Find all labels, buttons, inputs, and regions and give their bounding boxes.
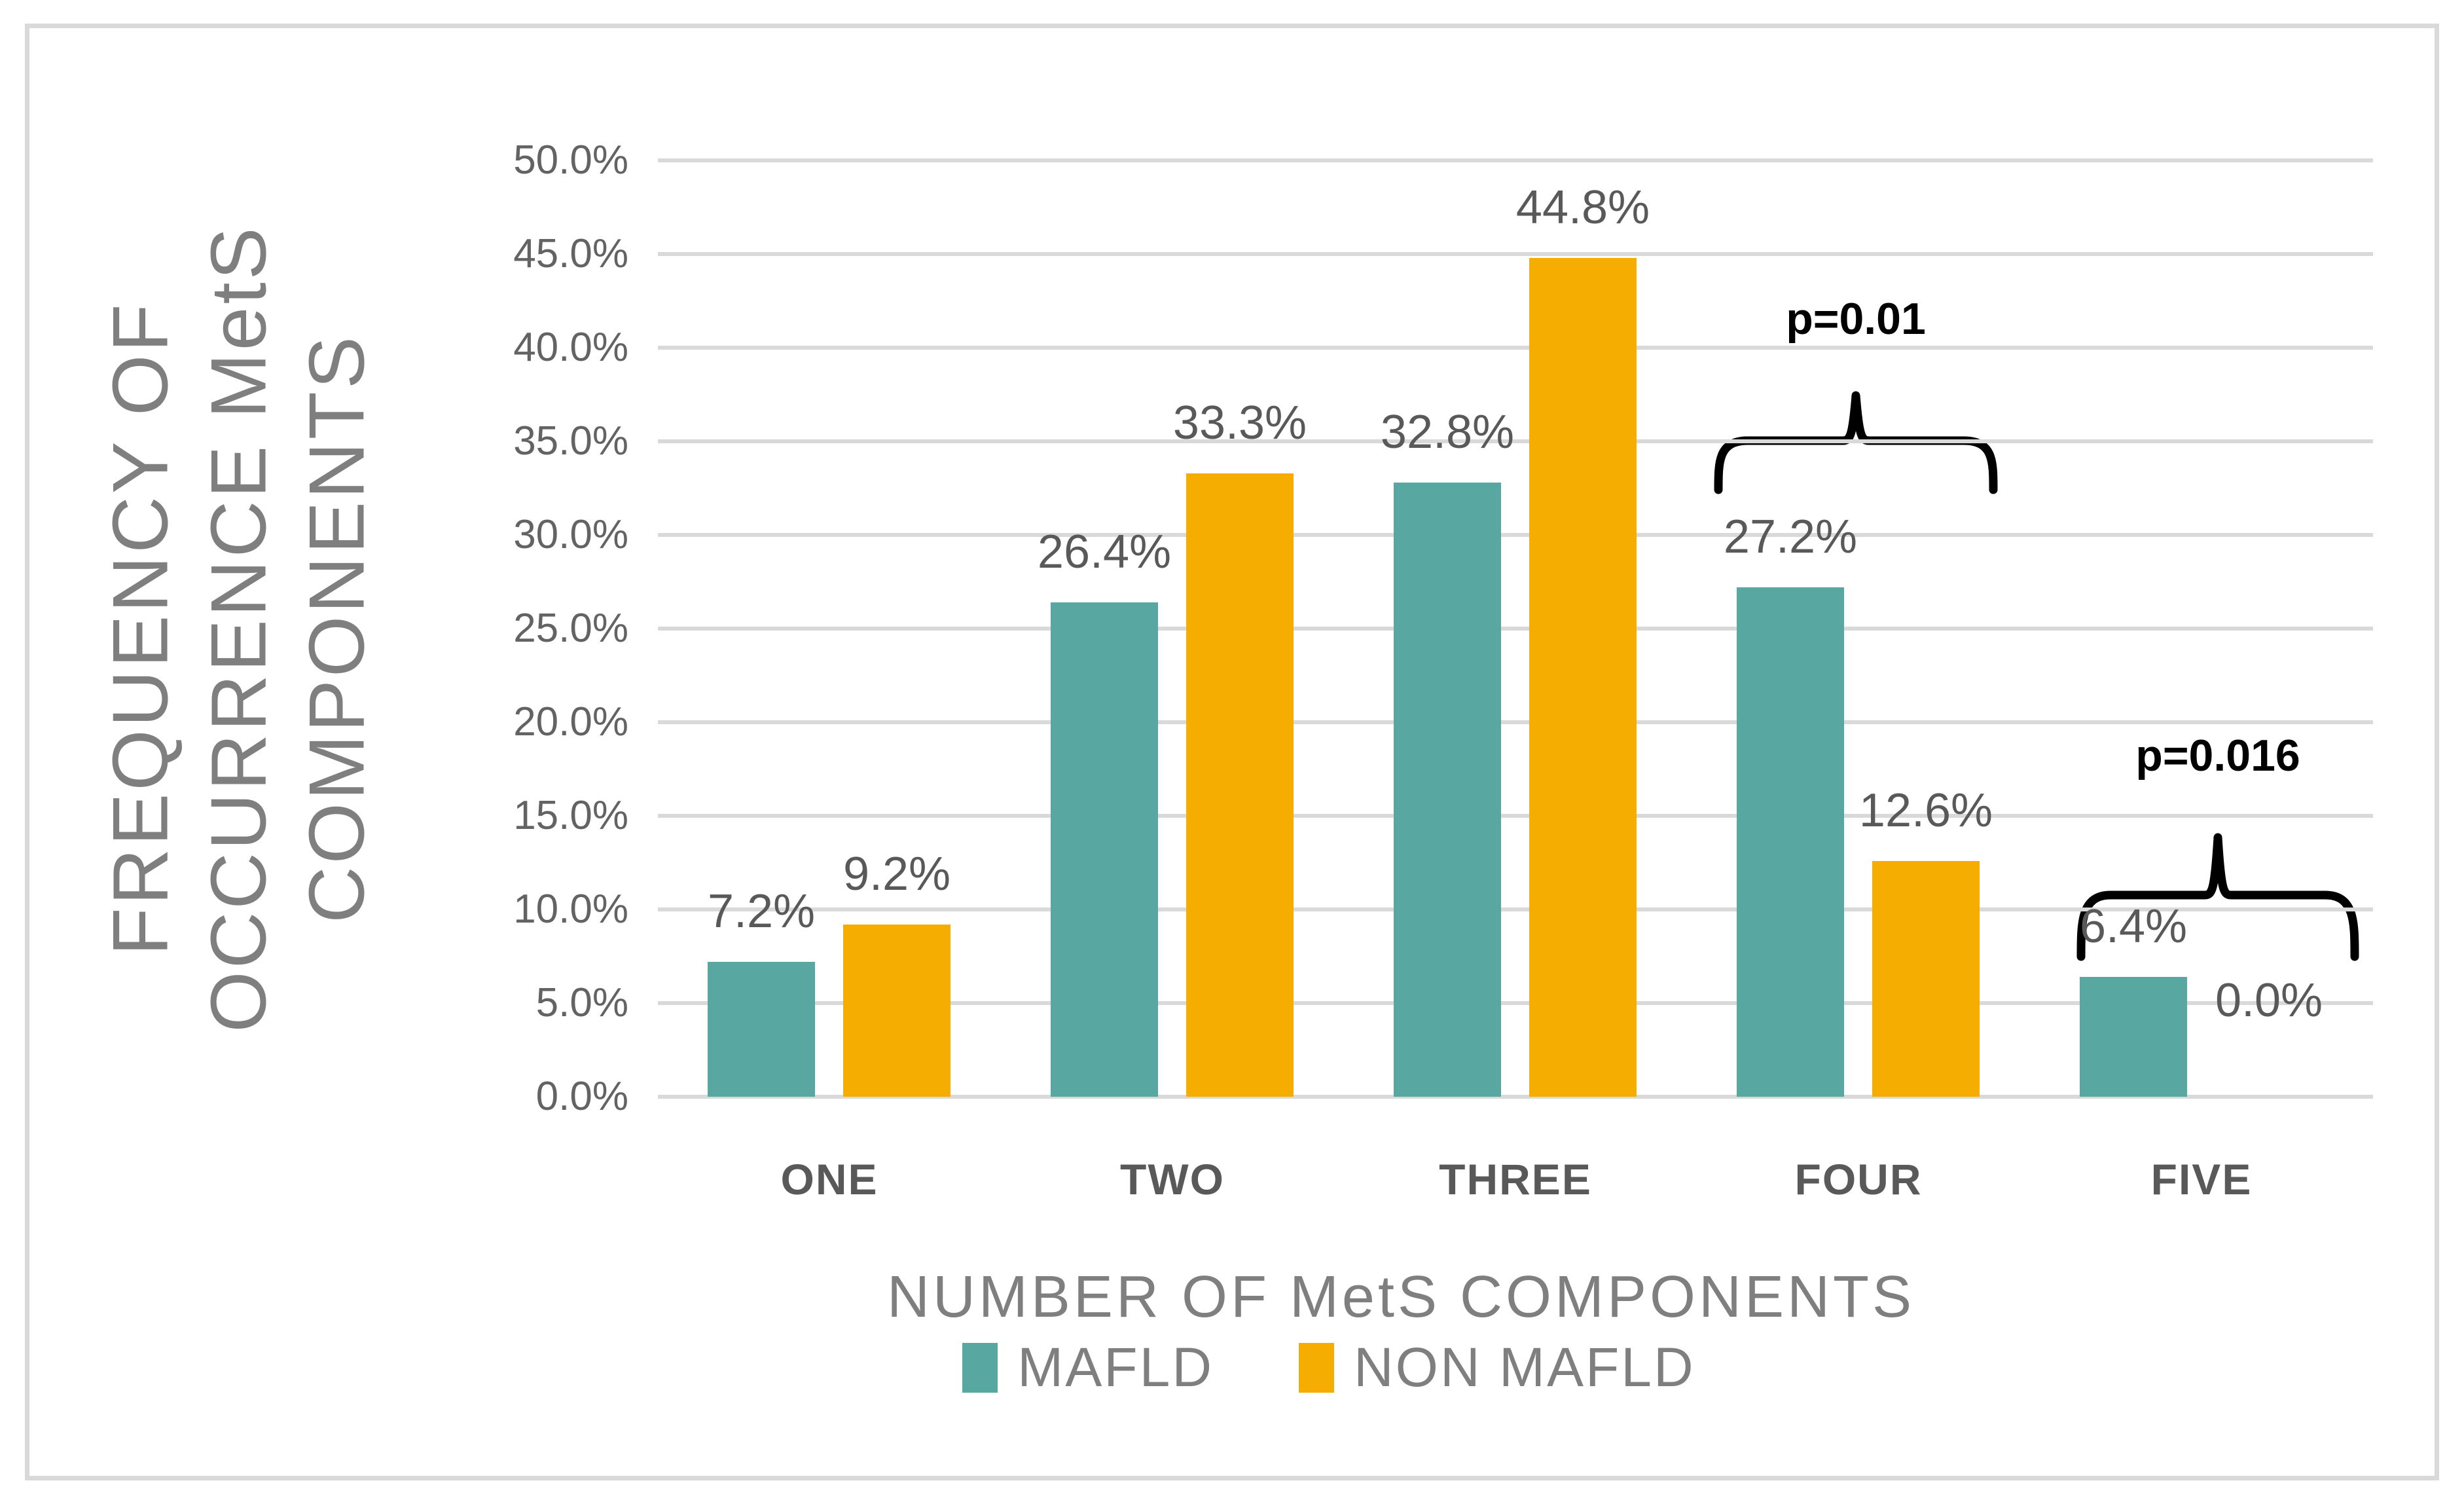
y-axis-tick-label: 35.0% <box>513 418 628 464</box>
y-axis-title-line-2: OCCURRENCE MetS <box>195 225 283 1033</box>
gridline <box>658 346 2373 350</box>
data-label: 32.8% <box>1380 405 1515 458</box>
y-axis-tick-label: 5.0% <box>535 980 628 1025</box>
legend: MAFLD NON MAFLD <box>471 1336 2186 1399</box>
data-label: 12.6% <box>1858 784 1993 837</box>
bar-non-mafld-one <box>843 924 951 1097</box>
data-label: 27.2% <box>1723 511 1858 564</box>
gridline <box>658 533 2373 537</box>
y-axis-title-text: FREQUENCY OF OCCURRENCE MetS COMPONENTS <box>92 225 386 1032</box>
gridline <box>658 627 2373 631</box>
y-axis-title-line-1: FREQUENCY OF <box>97 301 185 956</box>
gridline <box>658 720 2373 724</box>
p-value-label: p=0.016 <box>2135 731 2300 780</box>
legend-label-non-mafld: NON MAFLD <box>1354 1336 1695 1398</box>
significance-brace <box>2076 833 2359 961</box>
legend-swatch-mafld <box>962 1342 998 1393</box>
chart-border-frame <box>25 24 2439 1480</box>
plot-area: p=0.01 p=0.016 50.0% 45.0% 40.0% 35.0% 30.0%… <box>513 138 2373 1203</box>
gridline <box>658 252 2373 256</box>
bar-mafld-five <box>2080 976 2187 1097</box>
x-axis-category-label: THREE <box>1439 1155 1592 1203</box>
y-axis-tick-label: 50.0% <box>513 138 628 183</box>
y-axis-tick-label: 40.0% <box>513 325 628 370</box>
data-label: 44.8% <box>1515 181 1650 234</box>
gridline <box>658 1095 2373 1099</box>
legend-label-mafld: MAFLD <box>1017 1336 1214 1398</box>
x-axis-title-row: NUMBER OF MetS COMPONENTS <box>543 1264 2258 1331</box>
data-label: 33.3% <box>1172 396 1307 449</box>
gridline <box>658 1001 2373 1005</box>
gridline <box>658 158 2373 162</box>
y-axis-title: FREQUENCY OF OCCURRENCE MetS COMPONENTS <box>85 160 393 1097</box>
bar-non-mafld-two <box>1186 473 1294 1097</box>
bar-mafld-four <box>1737 587 1844 1097</box>
bar-non-mafld-four <box>1872 860 1980 1097</box>
y-axis-tick-label: 15.0% <box>513 793 628 838</box>
y-axis-tick-label: 45.0% <box>513 231 628 276</box>
data-label: 9.2% <box>842 847 951 900</box>
gridline <box>658 814 2373 818</box>
x-axis-title: NUMBER OF MetS COMPONENTS <box>886 1264 1915 1330</box>
x-axis-category-label: FIVE <box>2150 1155 2253 1203</box>
y-axis-tick-label: 25.0% <box>513 606 628 651</box>
gridline <box>658 908 2373 911</box>
y-axis-tick-label: 30.0% <box>513 512 628 557</box>
y-axis-tick-label: 10.0% <box>513 887 628 932</box>
bar-mafld-two <box>1051 602 1158 1097</box>
y-axis-title-line-3: COMPONENTS <box>293 333 381 924</box>
bar-non-mafld-three <box>1529 257 1637 1097</box>
data-label: 7.2% <box>707 885 816 938</box>
legend-item-non-mafld: NON MAFLD <box>1299 1336 1695 1399</box>
gridline <box>658 439 2373 443</box>
x-axis-category-label: FOUR <box>1794 1155 1923 1203</box>
legend-swatch-non-mafld <box>1299 1342 1334 1393</box>
x-axis-category-label: ONE <box>780 1155 879 1203</box>
legend-item-mafld: MAFLD <box>962 1336 1214 1399</box>
data-label: 26.4% <box>1037 525 1172 578</box>
p-value-label: p=0.01 <box>1786 294 1926 344</box>
y-axis-tick-label: 20.0% <box>513 699 628 744</box>
y-axis-tick-label: 0.0% <box>535 1074 628 1119</box>
bar-mafld-one <box>708 962 815 1097</box>
x-axis-category-label: TWO <box>1120 1155 1225 1203</box>
data-label: 6.4% <box>2079 900 2188 953</box>
significance-brace <box>1714 391 1998 494</box>
bar-mafld-three <box>1394 482 1501 1097</box>
data-label: 0.0% <box>2215 974 2323 1027</box>
